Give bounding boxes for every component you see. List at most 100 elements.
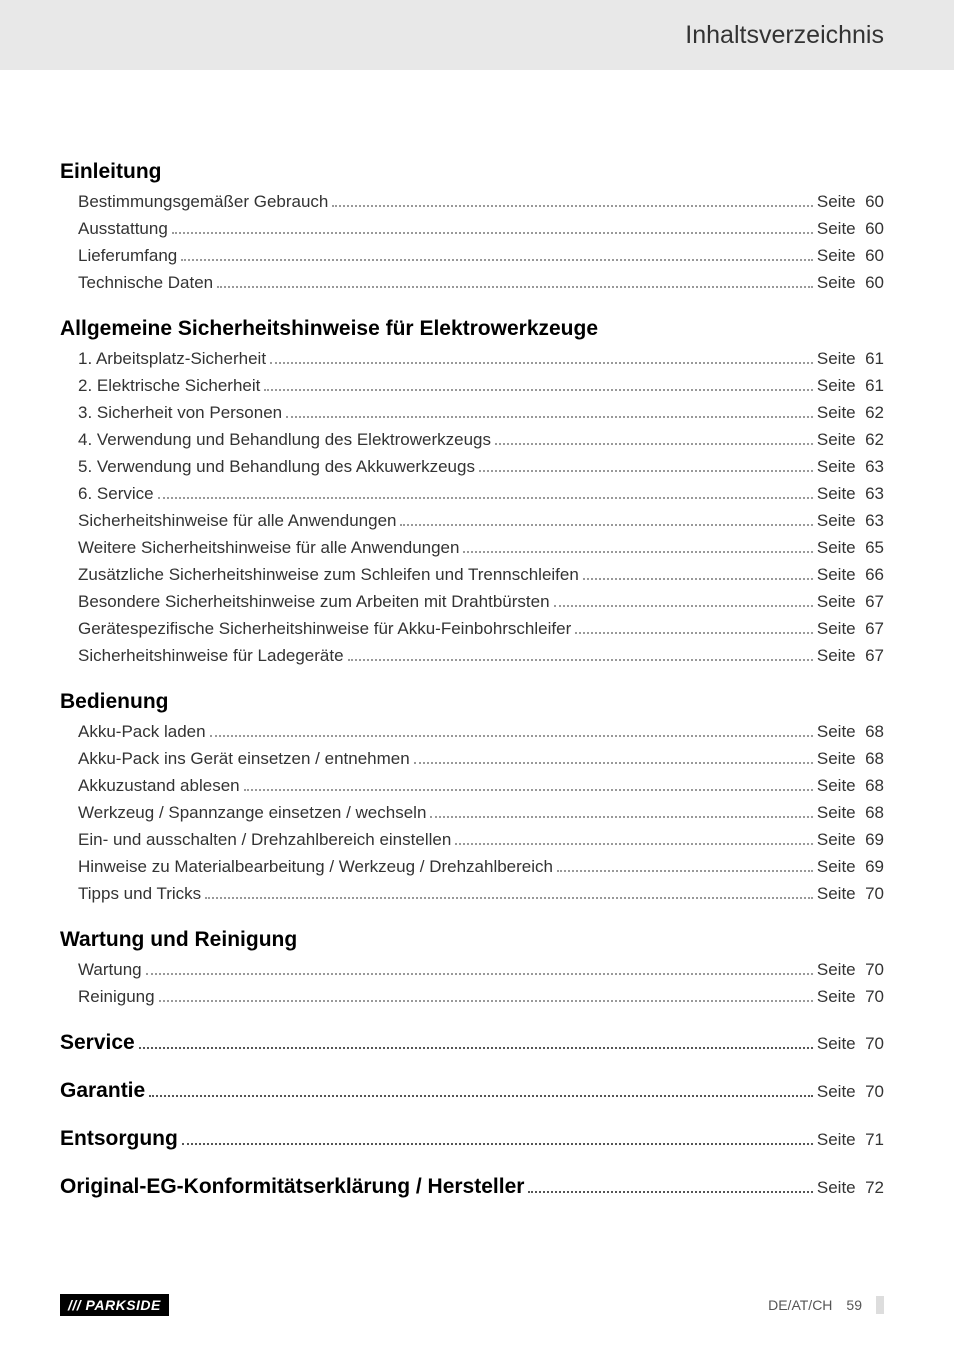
leader-dots bbox=[348, 659, 813, 661]
entry-text: Reinigung bbox=[78, 987, 155, 1007]
entry-text: Akku-Pack ins Gerät einsetzen / entnehme… bbox=[78, 749, 410, 769]
toc-entry: Akku-Pack ins Gerät einsetzen / entnehme… bbox=[60, 749, 884, 769]
section-title: Wartung und Reinigung bbox=[60, 928, 884, 952]
toc-section: Service Seite 70 bbox=[60, 1031, 884, 1055]
brand-logo: /// PARKSIDE bbox=[60, 1294, 169, 1316]
toc-entry: Ein- und ausschalten / Drehzahlbereich e… bbox=[60, 830, 884, 850]
entry-text: Besondere Sicherheitshinweise zum Arbeit… bbox=[78, 592, 550, 612]
entry-text: 4. Verwendung und Behandlung des Elektro… bbox=[78, 430, 491, 450]
entry-text: Akkuzustand ablesen bbox=[78, 776, 240, 796]
page-ref: Seite 60 bbox=[817, 219, 884, 239]
toc-entry: Technische DatenSeite 60 bbox=[60, 273, 884, 293]
section-title: Original-EG-Konformitätserklärung / Hers… bbox=[60, 1175, 524, 1199]
page-ref: Seite 69 bbox=[817, 857, 884, 877]
toc-entry: 2. Elektrische SicherheitSeite 61 bbox=[60, 376, 884, 396]
footer: /// PARKSIDE DE/AT/CH 59 bbox=[0, 1294, 954, 1316]
section-title-row: Garantie Seite 70 bbox=[60, 1079, 884, 1103]
locale-label: DE/AT/CH bbox=[768, 1297, 832, 1313]
toc-entry: Gerätespezifische Sicherheitshinweise fü… bbox=[60, 619, 884, 639]
page-ref: Seite 68 bbox=[817, 722, 884, 742]
header-bar: Inhaltsverzeichnis bbox=[0, 0, 954, 70]
leader-dots bbox=[146, 973, 813, 975]
toc-entry: Sicherheitshinweise für Ladegeräte Seite … bbox=[60, 646, 884, 666]
leader-dots bbox=[205, 897, 813, 899]
toc-entry: 4. Verwendung und Behandlung des Elektro… bbox=[60, 430, 884, 450]
page-ref: Seite 70 bbox=[817, 1082, 884, 1102]
section-title: Garantie bbox=[60, 1079, 145, 1103]
page-marker-icon bbox=[876, 1296, 884, 1314]
section-title-row: EntsorgungSeite 71 bbox=[60, 1127, 884, 1151]
toc-section: BedienungAkku-Pack ladenSeite 68Akku-Pac… bbox=[60, 690, 884, 904]
leader-dots bbox=[210, 735, 813, 737]
page-ref: Seite 63 bbox=[817, 484, 884, 504]
entry-text: Hinweise zu Materialbearbeitung / Werkze… bbox=[78, 857, 553, 877]
entry-text: Weitere Sicherheitshinweise für alle Anw… bbox=[78, 538, 459, 558]
toc-entry: 6. Service Seite 63 bbox=[60, 484, 884, 504]
leader-dots bbox=[217, 286, 813, 288]
page-ref: Seite 60 bbox=[817, 273, 884, 293]
toc-entry: Zusätzliche Sicherheitshinweise zum Schl… bbox=[60, 565, 884, 585]
toc-section: Allgemeine Sicherheitshinweise für Elekt… bbox=[60, 317, 884, 666]
entry-text: Ausstattung bbox=[78, 219, 168, 239]
toc-section: Wartung und Reinigung WartungSeite 70 Rein… bbox=[60, 928, 884, 1007]
section-title: Bedienung bbox=[60, 690, 884, 714]
header-title: Inhaltsverzeichnis bbox=[685, 21, 884, 50]
entry-text: Sicherheitshinweise für alle Anwendungen bbox=[78, 511, 396, 531]
leader-dots bbox=[158, 497, 813, 499]
section-title: Einleitung bbox=[60, 160, 884, 184]
toc-entry: Ausstattung Seite 60 bbox=[60, 219, 884, 239]
leader-dots bbox=[463, 551, 812, 553]
toc-section: EntsorgungSeite 71 bbox=[60, 1127, 884, 1151]
section-title: Entsorgung bbox=[60, 1127, 178, 1151]
toc-entry: ReinigungSeite 70 bbox=[60, 987, 884, 1007]
page-ref: Seite 67 bbox=[817, 646, 884, 666]
page-ref: Seite 67 bbox=[817, 592, 884, 612]
leader-dots bbox=[181, 259, 813, 261]
leader-dots bbox=[264, 389, 813, 391]
leader-dots bbox=[332, 205, 813, 207]
toc-entry: Akkuzustand ablesenSeite 68 bbox=[60, 776, 884, 796]
toc-section: Original-EG-Konformitätserklärung / Hers… bbox=[60, 1175, 884, 1199]
page-ref: Seite 66 bbox=[817, 565, 884, 585]
leader-dots bbox=[575, 632, 813, 634]
toc-entry: Akku-Pack laden Seite 68 bbox=[60, 722, 884, 742]
footer-right: DE/AT/CH 59 bbox=[768, 1296, 884, 1314]
section-title: Service bbox=[60, 1031, 135, 1055]
page-ref: Seite 60 bbox=[817, 192, 884, 212]
page-ref: Seite 70 bbox=[817, 1034, 884, 1054]
leader-dots bbox=[244, 789, 813, 791]
leader-dots bbox=[149, 1095, 813, 1097]
leader-dots bbox=[286, 416, 813, 418]
leader-dots bbox=[479, 470, 813, 472]
leader-dots bbox=[455, 843, 813, 845]
entry-text: Lieferumfang bbox=[78, 246, 177, 266]
entry-text: Tipps und Tricks bbox=[78, 884, 201, 904]
entry-text: Ein- und ausschalten / Drehzahlbereich e… bbox=[78, 830, 451, 850]
toc-entry: WartungSeite 70 bbox=[60, 960, 884, 980]
leader-dots bbox=[430, 816, 812, 818]
entry-text: 6. Service bbox=[78, 484, 154, 504]
page-ref: Seite 67 bbox=[817, 619, 884, 639]
toc-entry: Besondere Sicherheitshinweise zum Arbeit… bbox=[60, 592, 884, 612]
toc-section: Einleitung Bestimmungsgemäßer Gebrauch Sei… bbox=[60, 160, 884, 293]
toc-entry: 1. Arbeitsplatz-SicherheitSeite 61 bbox=[60, 349, 884, 369]
entry-text: Akku-Pack laden bbox=[78, 722, 206, 742]
toc-entry: Werkzeug / Spannzange einsetzen / wechse… bbox=[60, 803, 884, 823]
leader-dots bbox=[528, 1191, 812, 1193]
page-ref: Seite 63 bbox=[817, 457, 884, 477]
toc-entry: Sicherheitshinweise für alle Anwendungen… bbox=[60, 511, 884, 531]
entry-text: Wartung bbox=[78, 960, 142, 980]
entry-text: Bestimmungsgemäßer Gebrauch bbox=[78, 192, 328, 212]
page-ref: Seite 60 bbox=[817, 246, 884, 266]
leader-dots bbox=[554, 605, 813, 607]
leader-dots bbox=[270, 362, 813, 364]
toc-content: Einleitung Bestimmungsgemäßer Gebrauch Sei… bbox=[0, 70, 954, 1199]
entry-text: Sicherheitshinweise für Ladegeräte bbox=[78, 646, 344, 666]
toc-entry: Bestimmungsgemäßer Gebrauch Seite 60 bbox=[60, 192, 884, 212]
entry-text: 3. Sicherheit von Personen bbox=[78, 403, 282, 423]
page-ref: Seite 72 bbox=[817, 1178, 884, 1198]
page-ref: Seite 70 bbox=[817, 884, 884, 904]
leader-dots bbox=[557, 870, 813, 872]
toc-entry: Weitere Sicherheitshinweise für alle Anw… bbox=[60, 538, 884, 558]
entry-text: 2. Elektrische Sicherheit bbox=[78, 376, 260, 396]
